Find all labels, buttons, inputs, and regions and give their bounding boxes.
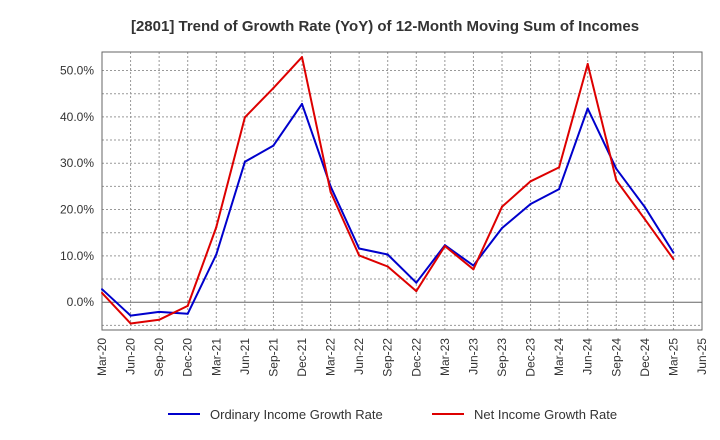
legend-label-2: Net Income Growth Rate <box>474 407 617 422</box>
data-point <box>243 116 246 119</box>
data-point <box>301 56 303 59</box>
data-point <box>158 310 161 313</box>
data-point <box>615 179 618 182</box>
data-point <box>529 180 532 183</box>
x-tick-label: Mar-23 <box>438 338 452 376</box>
data-point <box>643 218 646 221</box>
y-tick-label: 30.0% <box>60 156 94 170</box>
data-point <box>101 291 103 294</box>
y-tick-label: 20.0% <box>60 203 94 217</box>
x-tick-label: Sep-20 <box>152 338 166 377</box>
data-point <box>386 253 389 256</box>
x-tick-label: Jun-23 <box>466 338 480 375</box>
y-tick-label: 10.0% <box>60 249 94 263</box>
data-point <box>329 190 332 193</box>
y-tick-label: 50.0% <box>60 64 94 78</box>
data-point <box>186 304 189 307</box>
data-point <box>158 318 161 321</box>
data-point <box>215 226 218 229</box>
x-tick-label: Sep-22 <box>381 338 395 377</box>
x-tick-label: Mar-21 <box>209 338 223 376</box>
data-point <box>472 268 475 271</box>
data-point <box>215 253 218 256</box>
data-point <box>558 188 561 191</box>
y-tick-label: 0.0% <box>67 295 95 309</box>
plot-area <box>101 51 703 331</box>
data-point <box>501 205 503 208</box>
x-tick-label: Jun-24 <box>581 338 595 375</box>
data-point <box>586 63 589 66</box>
data-point <box>558 166 561 169</box>
data-point <box>358 254 361 257</box>
data-point <box>186 312 189 315</box>
x-tick-label: Jun-25 <box>695 338 709 375</box>
x-tick-label: Sep-24 <box>609 338 623 377</box>
x-tick-label: Dec-22 <box>409 338 423 377</box>
data-point <box>272 87 275 90</box>
data-point <box>643 206 646 209</box>
data-point <box>129 322 132 325</box>
x-tick-label: Dec-24 <box>638 338 652 377</box>
data-point <box>443 245 446 248</box>
data-point <box>386 265 389 268</box>
x-tick-label: Sep-23 <box>495 338 509 377</box>
data-point <box>243 160 246 163</box>
y-axis: 0.0% 10.0% 20.0% 30.0% 40.0% 50.0% <box>60 64 94 310</box>
x-tick-label: Dec-23 <box>524 338 538 377</box>
data-point <box>272 144 275 147</box>
data-point <box>358 247 361 250</box>
data-point <box>415 290 418 293</box>
data-point <box>586 107 589 110</box>
series-group <box>101 56 675 325</box>
data-point <box>501 227 503 230</box>
chart-title: [2801] Trend of Growth Rate (YoY) of 12-… <box>131 18 639 35</box>
x-axis: Mar-20 Jun-20 Sep-20 Dec-20 Mar-21 Jun-21 Sep-… <box>95 338 709 377</box>
x-tick-label: Mar-20 <box>95 338 109 376</box>
x-tick-label: Dec-21 <box>295 338 309 377</box>
x-tick-label: Sep-21 <box>266 338 280 377</box>
x-tick-label: Jun-22 <box>352 338 366 375</box>
grid <box>102 52 702 330</box>
data-point <box>672 251 675 254</box>
x-tick-label: Mar-25 <box>666 338 680 376</box>
data-point <box>672 258 675 261</box>
legend-label-1: Ordinary Income Growth Rate <box>210 407 383 422</box>
data-point <box>529 202 532 205</box>
x-tick-label: Mar-24 <box>552 338 566 376</box>
x-tick-label: Dec-20 <box>181 338 195 377</box>
data-point <box>129 314 132 317</box>
x-tick-label: Jun-21 <box>238 338 252 375</box>
y-tick-label: 40.0% <box>60 110 94 124</box>
data-point <box>615 167 618 170</box>
data-point <box>415 281 418 284</box>
x-tick-label: Mar-22 <box>324 338 338 376</box>
x-tick-label: Jun-20 <box>124 338 138 375</box>
data-point <box>301 102 303 105</box>
data-point <box>101 288 103 291</box>
legend: Ordinary Income Growth Rate Net Income Gr… <box>168 407 617 422</box>
